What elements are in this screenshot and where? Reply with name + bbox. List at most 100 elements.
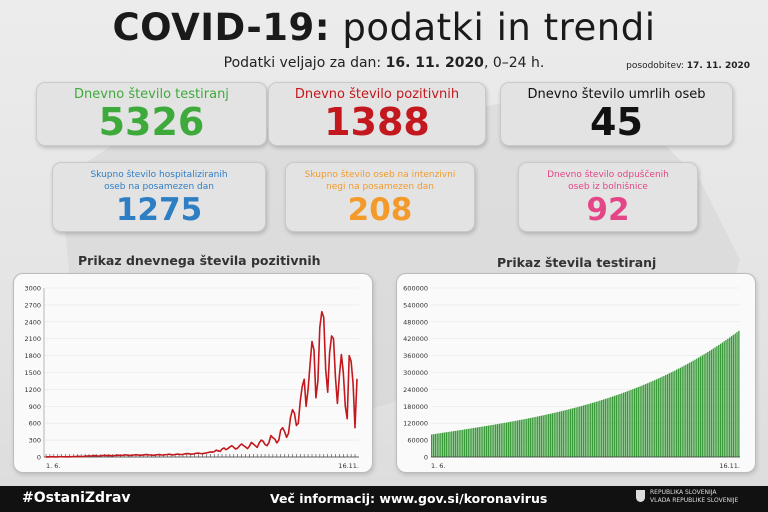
stat-card-discharged: Dnevno število odpuščenih oseb iz bolniš… — [518, 162, 698, 232]
test-bar — [463, 429, 466, 457]
test-bar — [489, 425, 491, 457]
test-bar — [738, 330, 740, 457]
stat-label-line2: negi na posamezen dan — [326, 182, 434, 192]
test-bar — [729, 337, 731, 457]
test-bar — [718, 344, 720, 457]
test-bar — [734, 333, 736, 457]
test-bar — [443, 432, 446, 457]
test-bar — [612, 396, 614, 457]
y-tick-label: 1800 — [24, 352, 41, 360]
test-bar — [696, 358, 698, 457]
y-tick-label: 2400 — [24, 318, 41, 326]
test-bar — [586, 404, 588, 457]
test-bar — [690, 361, 692, 457]
test-bar — [644, 384, 647, 457]
test-bar — [509, 421, 511, 457]
y-tick-label: 1200 — [24, 386, 41, 394]
test-bar — [531, 417, 533, 457]
government-logo-text: REPUBLIKA SLOVENIJA VLADA REPUBLIKE SLOV… — [650, 489, 738, 505]
test-bar — [641, 385, 643, 457]
chart-panel-tests: 0 60000 120000 180000 240000 300000 360000 4200… — [396, 273, 756, 473]
test-bar — [500, 423, 502, 457]
stat-value: 92 — [586, 192, 630, 228]
test-bar — [460, 429, 462, 457]
test-bar — [540, 415, 543, 457]
test-bar — [707, 352, 709, 457]
stat-label-line1: Skupno število oseb na intenzivni — [304, 170, 456, 180]
test-bar — [568, 409, 570, 457]
subtitle-date: 16. 11. 2020 — [385, 55, 484, 71]
y-tick-label: 540000 — [403, 301, 428, 309]
stat-label: Dnevno število testiranj — [74, 87, 229, 102]
y-tick-label: 1500 — [24, 369, 41, 377]
test-bar — [558, 411, 561, 457]
test-bar — [527, 418, 530, 457]
chart-title-positive: Prikaz dnevnega števila pozitivnih — [78, 253, 321, 268]
test-bar — [524, 419, 526, 457]
stat-card-tests: Dnevno število testiranj 5326 — [36, 82, 267, 146]
x-tick-label-start: 1. 6. — [431, 462, 445, 470]
test-bar — [714, 347, 716, 457]
test-bar — [705, 353, 707, 457]
test-bar — [544, 414, 546, 457]
test-bar — [595, 401, 597, 457]
y-tick-label: 240000 — [403, 386, 428, 394]
test-bar — [562, 410, 565, 457]
test-bar — [668, 373, 671, 457]
test-bar — [655, 379, 658, 457]
title-rest: podatki in trendi — [342, 6, 656, 49]
test-bar — [440, 433, 442, 457]
test-bar — [465, 429, 468, 457]
test-bar — [599, 400, 601, 457]
test-bar — [485, 425, 488, 457]
test-bar — [597, 401, 599, 457]
x-tick-label-start: 1. 6. — [46, 462, 60, 470]
test-bar — [654, 380, 656, 457]
test-bar — [560, 411, 563, 457]
test-bar — [584, 404, 586, 457]
test-bar — [679, 367, 682, 457]
test-bar — [637, 387, 639, 457]
stat-card-positive: Dnevno število pozitivnih 1388 — [268, 82, 486, 146]
test-bar — [593, 402, 596, 457]
test-bar — [557, 412, 559, 457]
test-bar — [542, 415, 544, 457]
test-bar — [624, 391, 627, 457]
test-bar — [476, 427, 479, 457]
test-bar — [577, 406, 579, 457]
stat-label-line1: Skupno število hospitaliziranih — [90, 170, 228, 180]
test-bar — [725, 340, 727, 457]
test-bar — [606, 398, 608, 457]
test-bar — [520, 419, 522, 457]
y-tick-label: 300 — [29, 437, 41, 445]
test-bar — [661, 376, 663, 457]
test-bar — [438, 433, 440, 457]
test-bar — [482, 426, 484, 457]
hashtag: #OstaniZdrav — [22, 490, 131, 506]
test-bar — [719, 343, 722, 457]
info-url-link[interactable]: www.gov.si/koronavirus — [379, 491, 548, 506]
test-bar — [639, 386, 641, 457]
test-bar — [699, 356, 702, 457]
positive-chart: 0 300 600 900 1200 1500 1800 2100 2400 2700 3000 1.… — [24, 285, 359, 470]
test-bar — [484, 426, 486, 457]
y-tick-label: 180000 — [403, 403, 428, 411]
test-bar — [710, 349, 713, 457]
test-bar — [703, 354, 705, 457]
test-bar — [494, 424, 497, 457]
test-bar — [643, 384, 645, 457]
stat-label-line1: Dnevno število odpuščenih — [547, 170, 669, 180]
test-bar — [452, 431, 455, 457]
test-bar — [674, 370, 676, 457]
test-bar — [579, 406, 581, 457]
test-bar — [694, 359, 696, 457]
test-bar — [677, 368, 680, 457]
info-prefix: Več informacij: — [270, 491, 380, 506]
test-bar — [659, 377, 661, 457]
test-bar — [518, 420, 521, 457]
test-bar — [736, 332, 738, 457]
test-bar — [462, 429, 464, 457]
test-bar — [505, 422, 508, 457]
title-bold: COVID-19: — [112, 6, 331, 49]
test-bar — [652, 380, 654, 457]
